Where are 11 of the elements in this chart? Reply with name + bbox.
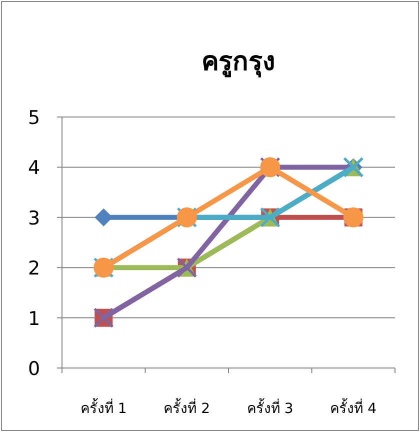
y-tick-label: 2 bbox=[28, 258, 40, 280]
x-tick-label: ครั้งที่ 1 bbox=[80, 398, 127, 417]
x-tick-label: ครั้งที่ 4 bbox=[330, 398, 377, 417]
y-tick-label: 5 bbox=[28, 107, 40, 129]
y-tick-label: 4 bbox=[28, 157, 40, 180]
y-tick-label: 3 bbox=[28, 207, 40, 230]
y-tick-label: 0 bbox=[28, 358, 40, 380]
x-tick-label: ครั้งที่ 2 bbox=[164, 398, 210, 417]
chart-title: ครูกรุง bbox=[202, 47, 276, 78]
x-tick-label: ครั้งที่ 3 bbox=[246, 398, 294, 417]
y-tick-label: 1 bbox=[28, 308, 40, 330]
